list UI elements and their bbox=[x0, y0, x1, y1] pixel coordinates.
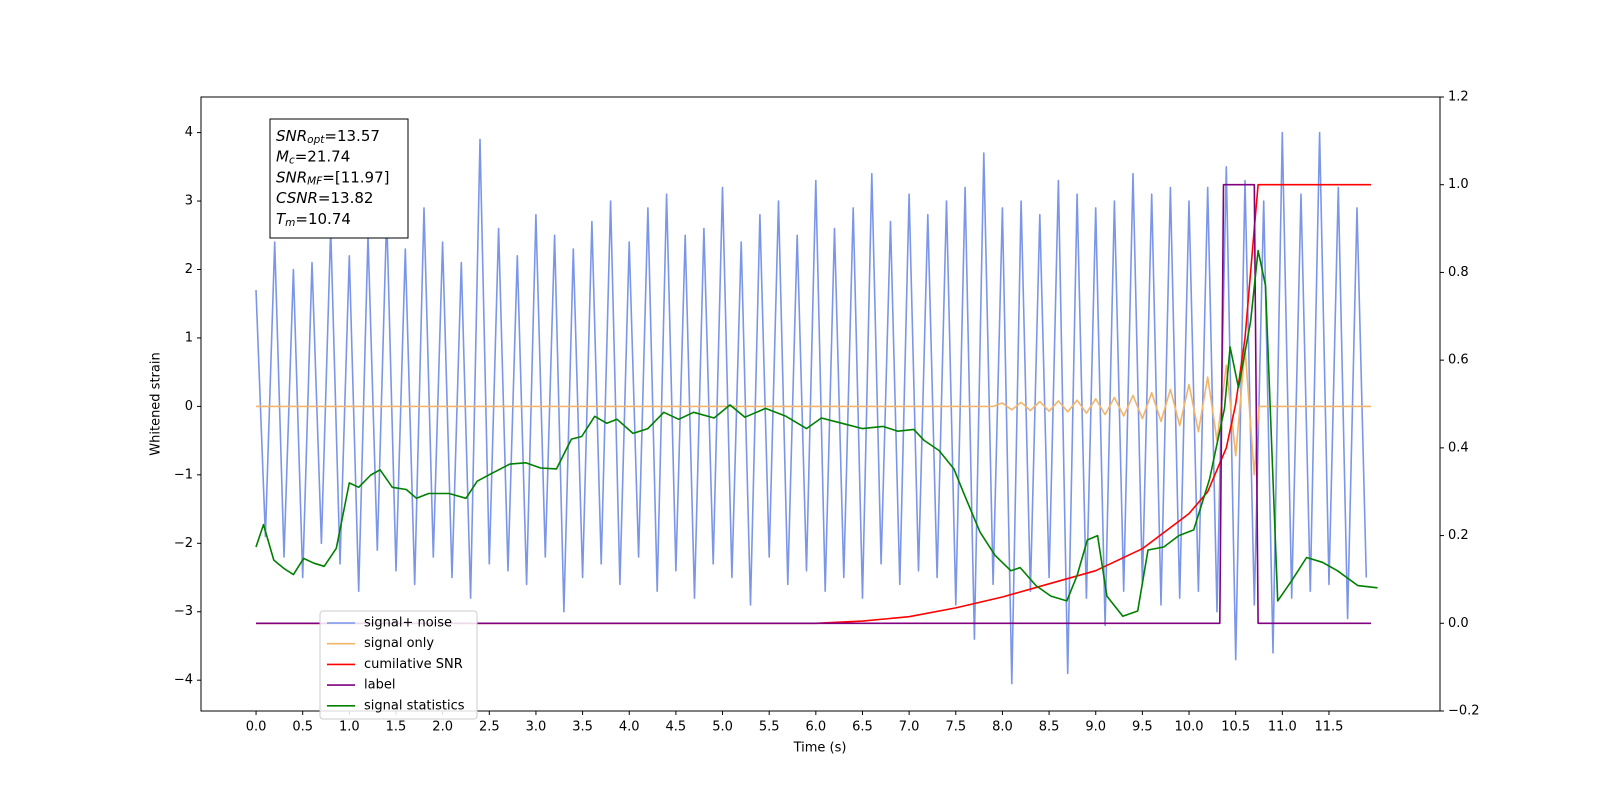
y-tick-label: 4 bbox=[185, 125, 193, 140]
annotation-subscript: c bbox=[289, 155, 295, 167]
x-tick-label: 9.5 bbox=[1132, 720, 1153, 735]
x-tick-label: 11.5 bbox=[1314, 720, 1343, 735]
x-tick-label: 2.0 bbox=[432, 720, 453, 735]
annotation: Tm=10.74 bbox=[276, 209, 351, 229]
annotation-frame bbox=[269, 118, 409, 239]
x-tick-label: 8.5 bbox=[1039, 720, 1060, 735]
legend-label: signal only bbox=[364, 636, 434, 651]
annotation-value: =[11.97] bbox=[322, 168, 389, 186]
y-axis-label: Whitened strain bbox=[149, 352, 164, 455]
plot-area bbox=[255, 131, 1378, 685]
x-tick-label: 4.5 bbox=[666, 720, 687, 735]
annotation-value: =21.74 bbox=[295, 147, 351, 165]
annotation-subscript: m bbox=[285, 217, 295, 229]
annotation-symbol: T bbox=[276, 209, 287, 227]
annotation-subscript: MF bbox=[307, 175, 323, 187]
annotation-subscript: opt bbox=[307, 134, 325, 146]
x-tick-label: 1.5 bbox=[386, 720, 407, 735]
x-tick-label: 8.0 bbox=[992, 720, 1013, 735]
annotation-value: =10.74 bbox=[295, 209, 351, 227]
series-line bbox=[256, 183, 1371, 625]
series-line bbox=[255, 249, 1378, 618]
annotation: SNRopt=13.57 bbox=[276, 127, 380, 147]
annotation-symbol: SNR bbox=[276, 168, 307, 186]
legend: signal+ noise signal only cumilative SNR la… bbox=[319, 610, 478, 720]
x-tick-label: 1.0 bbox=[339, 720, 360, 735]
y-tick-label: −4 bbox=[174, 673, 193, 688]
x-tick-label: 7.5 bbox=[945, 720, 966, 735]
y2-tick-label: −0.2 bbox=[1448, 704, 1480, 719]
annotation-box: SNRopt=13.57Mc=21.74SNRMF=[11.97]CSNR=13… bbox=[269, 118, 409, 239]
x-tick-label: 11.0 bbox=[1268, 720, 1297, 735]
y-tick-label: 3 bbox=[185, 194, 193, 209]
x-tick-label: 5.0 bbox=[712, 720, 733, 735]
y2-tick-label: 0.2 bbox=[1448, 528, 1469, 543]
annotation-symbol: CSNR bbox=[276, 189, 318, 207]
x-tick-label: 9.0 bbox=[1085, 720, 1106, 735]
y-tick-label: 2 bbox=[185, 262, 193, 277]
y-tick-label: −2 bbox=[174, 536, 193, 551]
series-line bbox=[256, 183, 1371, 625]
annotation: CSNR=13.82 bbox=[276, 189, 373, 207]
x-axis-label: Time (s) bbox=[793, 741, 847, 756]
x-tick-label: 4.0 bbox=[619, 720, 640, 735]
y2-tick-label: 0.8 bbox=[1448, 265, 1469, 280]
x-tick-label: 2.5 bbox=[479, 720, 500, 735]
annotation-symbol: SNR bbox=[276, 127, 307, 145]
y2-tick-label: 0.4 bbox=[1448, 440, 1469, 455]
series-line bbox=[256, 347, 1371, 476]
annotation-symbol: M bbox=[276, 147, 289, 165]
x-tick-label: 6.5 bbox=[852, 720, 873, 735]
y-tick-label: −1 bbox=[174, 467, 193, 482]
series-line bbox=[255, 131, 1368, 685]
y2-tick-label: 0.0 bbox=[1448, 616, 1469, 631]
axes-frame bbox=[200, 96, 1441, 712]
x-tick-label: 0.5 bbox=[292, 720, 313, 735]
legend-label: cumilative SNR bbox=[364, 657, 463, 672]
y2-tick-label: 0.6 bbox=[1448, 353, 1469, 368]
y-tick-label: −3 bbox=[174, 604, 193, 619]
annotation: SNRMF=[11.97] bbox=[276, 168, 390, 188]
x-tick-label: 5.5 bbox=[759, 720, 780, 735]
legend-frame bbox=[319, 610, 478, 720]
legend-label: signal statistics bbox=[364, 698, 465, 713]
x-tick-label: 6.0 bbox=[805, 720, 826, 735]
annotation-value: =13.57 bbox=[324, 127, 380, 145]
y-tick-label: 1 bbox=[185, 330, 193, 345]
y2-tick-label: 1.0 bbox=[1448, 177, 1469, 192]
y-tick-label: 0 bbox=[185, 399, 193, 414]
x-tick-label: 0.0 bbox=[246, 720, 267, 735]
legend-label: label bbox=[364, 678, 395, 693]
legend-label: signal+ noise bbox=[364, 616, 452, 631]
annotation: Mc=21.74 bbox=[276, 147, 350, 167]
x-tick-label: 10.0 bbox=[1175, 720, 1204, 735]
x-tick-label: 10.5 bbox=[1221, 720, 1250, 735]
x-tick-label: 3.0 bbox=[526, 720, 547, 735]
annotation-value: =13.82 bbox=[318, 189, 374, 207]
x-tick-label: 7.0 bbox=[899, 720, 920, 735]
x-tick-label: 3.5 bbox=[572, 720, 593, 735]
y2-tick-label: 1.2 bbox=[1448, 90, 1469, 105]
